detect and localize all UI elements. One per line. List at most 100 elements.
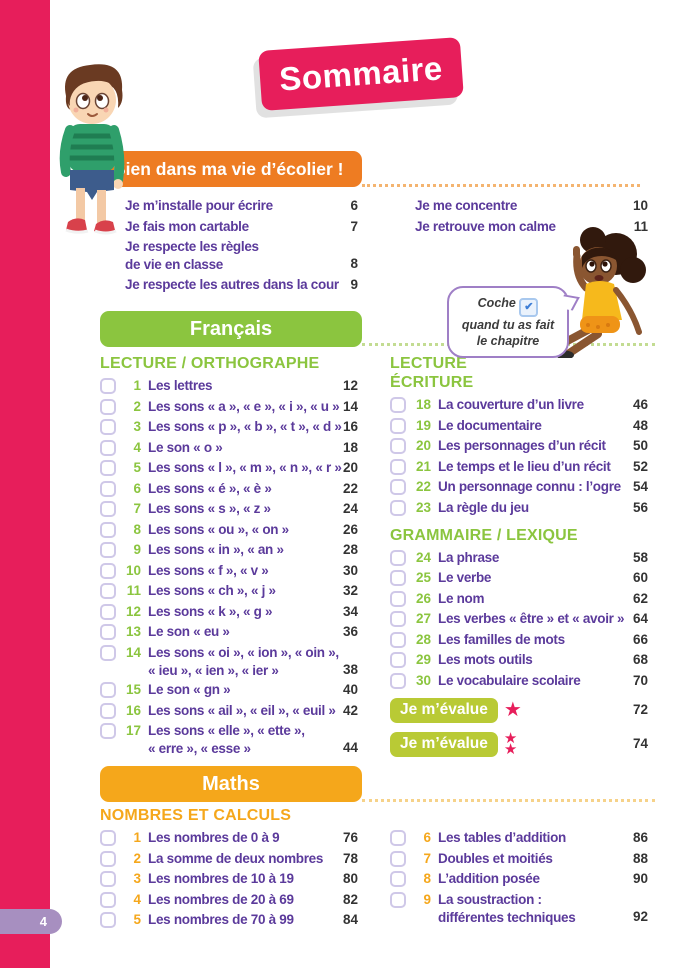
toc-item: 6 Les sons « é », « è » 22 [100,480,358,498]
chapter-checkbox[interactable] [390,611,406,627]
chapter-checkbox[interactable] [100,501,116,517]
chapter-checkbox[interactable] [100,723,116,739]
chapter-checkbox[interactable] [100,702,116,719]
page-ref: 68 [632,652,648,667]
chapter-number: 28 [415,631,431,647]
chapter-checkbox[interactable] [390,549,406,566]
page-ref: 52 [632,458,648,474]
chapter-checkbox[interactable] [100,871,116,887]
chapter-title: Les sons « s », « z » [148,501,271,516]
chapter-checkbox[interactable] [100,583,116,599]
page-ref: 64 [632,611,648,626]
page-ref: 70 [632,672,648,688]
page-ref: 86 [632,830,648,845]
chapter-checkbox[interactable] [390,438,406,454]
toc-item: 1 Les lettres 12 [100,377,358,395]
chapter-checkbox[interactable] [390,631,406,648]
chapter-checkbox[interactable] [100,603,116,620]
page-ref: 60 [632,570,648,585]
evaluation-row: Je m’évalue ★ ★ 74 [390,731,648,758]
page-number-tab: 4 [0,909,62,934]
toc-item: 24 La phrase 58 [390,549,648,567]
chapter-number: 1 [133,378,141,393]
toc-item: 3 Les sons « p », « b », « t », « d » 16 [100,418,358,436]
chapter-number: 2 [133,398,141,414]
toc-item: 23 La règle du jeu 56 [390,499,648,517]
chapter-number: 14 [125,644,141,660]
chapter-checkbox[interactable] [100,460,116,476]
chapter-checkbox[interactable] [100,562,116,579]
page-ref: 40 [342,682,358,697]
chapter-checkbox[interactable] [100,439,116,456]
toc-column: NOMBRES ET CALCULS 1 Les nombres de 0 à 9 7… [100,806,358,932]
toc-item: 18 La couverture d’un livre 46 [390,396,648,414]
chapter-checkbox[interactable] [390,479,406,495]
chapter-checkbox[interactable] [390,891,406,908]
chapter-checkbox[interactable] [100,378,116,394]
page-ref: 24 [342,501,358,516]
chapter-checkbox[interactable] [390,672,406,689]
chapter-title: Les tables d’addition [438,830,566,845]
chapter-checkbox[interactable] [100,682,116,698]
chapter-checkbox[interactable] [100,419,116,435]
chapter-title: Les personnages d’un récit [438,438,606,453]
chapter-checkbox[interactable] [390,652,406,668]
toc-item: 7 Les sons « s », « z » 24 [100,500,358,518]
chapter-checkbox[interactable] [390,499,406,516]
page-ref: 54 [632,479,648,494]
chapter-checkbox[interactable] [390,590,406,607]
page-ref: 84 [342,912,358,927]
chapter-checkbox[interactable] [100,480,116,497]
chapter-title: La règle du jeu [438,499,529,515]
toc-item: 2 La somme de deux nombres 78 [100,850,358,868]
chapter-checkbox[interactable] [390,397,406,413]
toc-item: 15 Le son « gn » 40 [100,681,358,699]
toc-column: LECTURE / ORTHOGRAPHE 1 Les lettres 12 2 Les … [100,354,358,760]
page-ref: 56 [632,499,648,515]
chapter-checkbox[interactable] [100,542,116,558]
chapter-number: 25 [415,570,431,585]
page-ref: 30 [342,562,358,578]
bubble-text: Coche [477,296,516,310]
chapter-checkbox[interactable] [100,912,116,928]
chapter-checkbox[interactable] [100,644,116,661]
chapter-checkbox[interactable] [100,624,116,640]
chapter-title: La soustraction : différentes techniques [438,891,576,925]
page-ref: 6 [350,198,358,213]
chapter-number: 17 [125,723,141,738]
chapter-checkbox[interactable] [100,830,116,846]
chapter-number: 2 [133,850,141,866]
chapter-checkbox[interactable] [100,521,116,538]
chapter-checkbox[interactable] [390,417,406,434]
chapter-checkbox[interactable] [100,891,116,908]
chapter-title: Les sons « a », « e », « i », « u » [148,398,340,414]
toc-item: 4 Les nombres de 20 à 69 82 [100,891,358,909]
page-ref: 14 [342,398,358,414]
subsection-title: LECTURE / ORTHOGRAPHE [100,355,320,372]
chapter-title: Le documentaire [438,417,542,433]
page-ref: 90 [632,871,648,886]
page-ref: 62 [632,590,648,606]
chapter-checkbox[interactable] [100,850,116,867]
chapter-title: Les lettres [148,378,213,393]
chapter-checkbox[interactable] [390,850,406,867]
chapter-title: L’addition posée [438,871,540,886]
toc-item: 8 Les sons « ou », « on » 26 [100,521,358,539]
chapter-checkbox[interactable] [390,570,406,586]
section-header-label: Maths [202,772,260,795]
chapter-checkbox[interactable] [390,830,406,846]
chapter-number: 6 [423,830,431,845]
chapter-checkbox[interactable] [390,458,406,475]
chapter-checkbox[interactable] [390,871,406,887]
page-ref: 76 [342,830,358,845]
toc-column: LECTURE ÉCRITURE 18 La couverture d’un livr… [390,354,648,758]
chapter-title: Le nom [438,590,485,606]
chapter-number: 18 [415,397,431,412]
toc-item: 14 Les sons « oi », « ion », « oin », « ie… [100,644,358,679]
chapter-checkbox[interactable] [100,398,116,415]
chapter-number: 27 [415,611,431,626]
bubble-text: quand tu as fait [461,318,555,332]
page-ref: 74 [632,736,648,751]
chapter-title: Les sons « elle », « ette », « erre », « … [148,723,305,756]
